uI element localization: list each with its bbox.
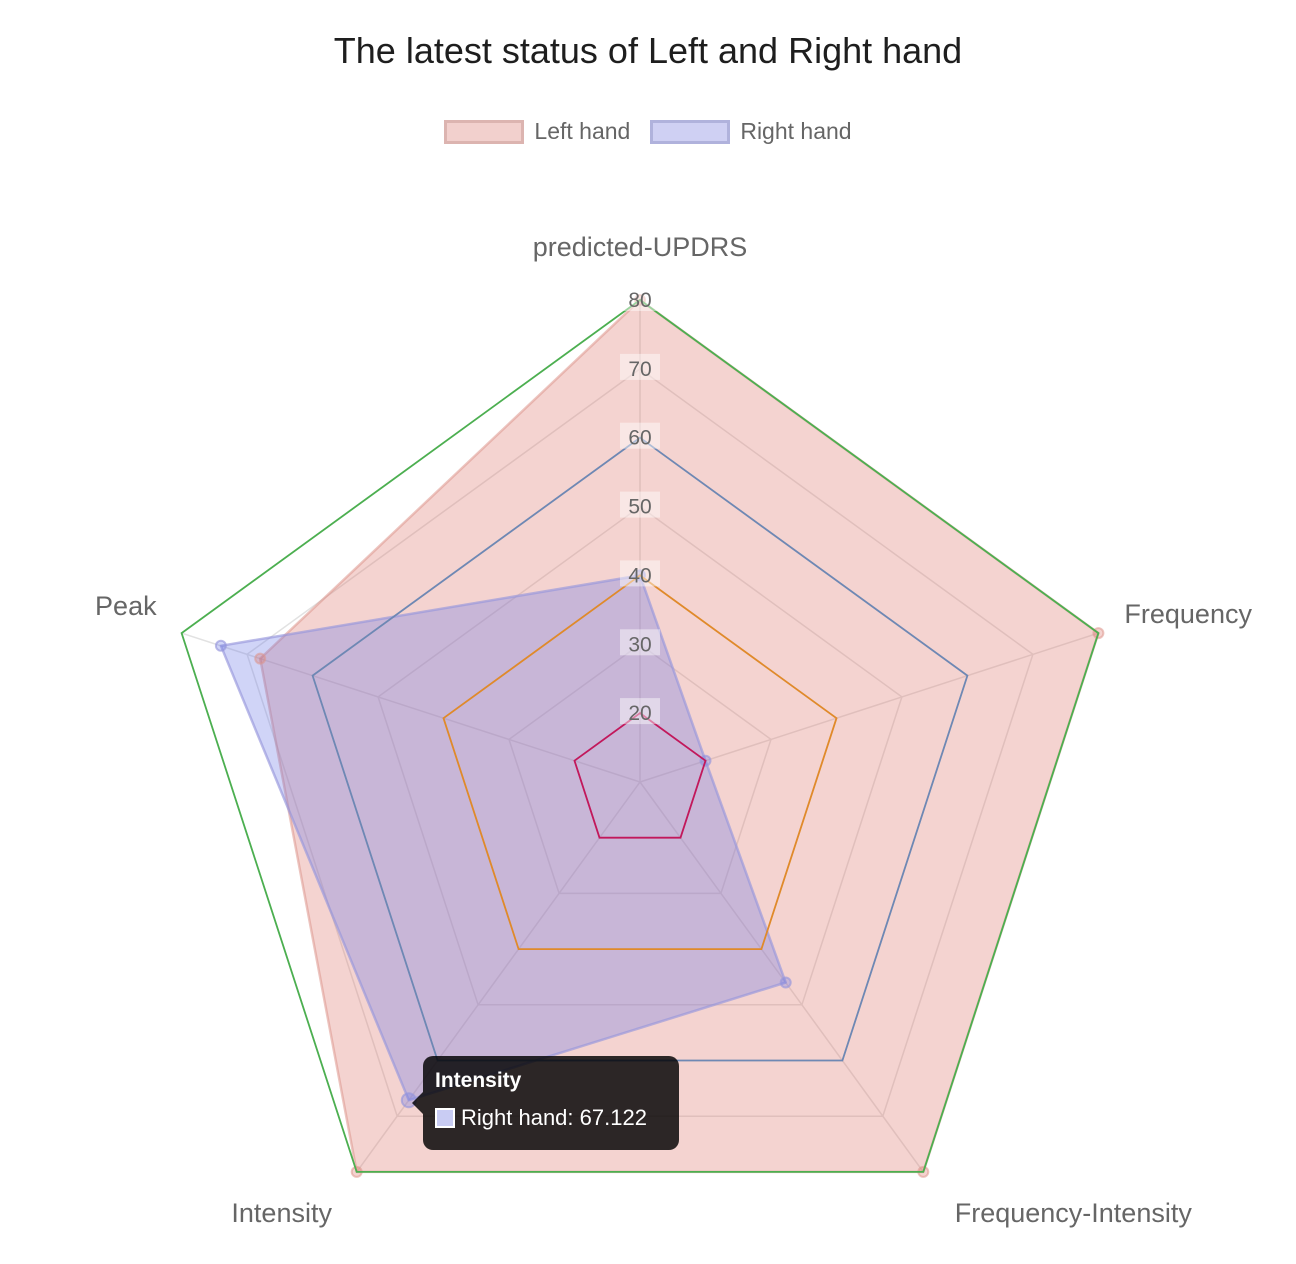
tick-backdrop-70 <box>620 353 660 380</box>
tick-backdrop-20 <box>620 698 660 725</box>
angle-line-1 <box>639 632 1099 783</box>
tick-label-80: 80 <box>628 289 651 312</box>
tick-label-70: 70 <box>628 358 651 381</box>
tick-label-40: 40 <box>628 564 651 587</box>
legend-item-left-hand[interactable]: Left hand <box>444 118 630 145</box>
point-left-hand-4 <box>254 652 267 665</box>
legend-item-right-hand[interactable]: Right hand <box>650 118 852 145</box>
tick-backdrop-60 <box>620 422 660 449</box>
angle-line-2 <box>639 781 924 1173</box>
axis-label-peak: Peak <box>95 591 157 621</box>
series-area-right-hand <box>219 574 787 1102</box>
tooltip-color-swatch <box>435 1108 455 1128</box>
tick-label-50: 50 <box>628 496 651 519</box>
angle-line-4 <box>181 632 641 783</box>
reference-level-40 <box>442 574 838 950</box>
point-right-hand-4 <box>214 639 227 652</box>
point-right-hand-2 <box>779 976 792 989</box>
tooltip-title: Intensity <box>435 1069 522 1092</box>
tick-backdrop-50 <box>620 491 660 518</box>
legend-swatch-left-hand <box>444 119 525 144</box>
legend-label-left-hand: Left hand <box>534 118 631 144</box>
axis-label-frequency-intensity: Frequency-Intensity <box>955 1198 1193 1228</box>
grid-ring-30 <box>508 643 772 895</box>
tooltip-body: Right hand: 67.122 <box>435 1104 667 1132</box>
tick-label-30: 30 <box>628 633 651 656</box>
axis-label-predicted-updrs: predicted-UPDRS <box>533 232 748 262</box>
legend-swatch-right-hand <box>650 119 731 144</box>
axis-label-intensity: Intensity <box>231 1198 332 1228</box>
grid-ring-50 <box>377 505 903 1006</box>
axis-label-frequency: Frequency <box>1124 599 1252 629</box>
reference-level-80 <box>180 298 1100 1173</box>
tick-label-20: 20 <box>628 702 651 725</box>
reference-level-20 <box>573 711 707 839</box>
tick-label-60: 60 <box>628 427 651 450</box>
tick-backdrop-40 <box>620 560 660 587</box>
angle-line-3 <box>356 781 641 1173</box>
chart-title: The latest status of Left and Right hand <box>333 30 963 71</box>
tick-backdrop-80 <box>620 285 660 311</box>
tooltip: Intensity Right hand: 67.122 <box>412 1056 679 1150</box>
tick-backdrop-30 <box>620 629 660 656</box>
tooltip-caret <box>412 1092 423 1114</box>
legend: Left hand Right hand <box>0 118 1296 145</box>
tooltip-text: Right hand: 67.122 <box>461 1105 647 1130</box>
legend-label-right-hand: Right hand <box>740 118 852 144</box>
